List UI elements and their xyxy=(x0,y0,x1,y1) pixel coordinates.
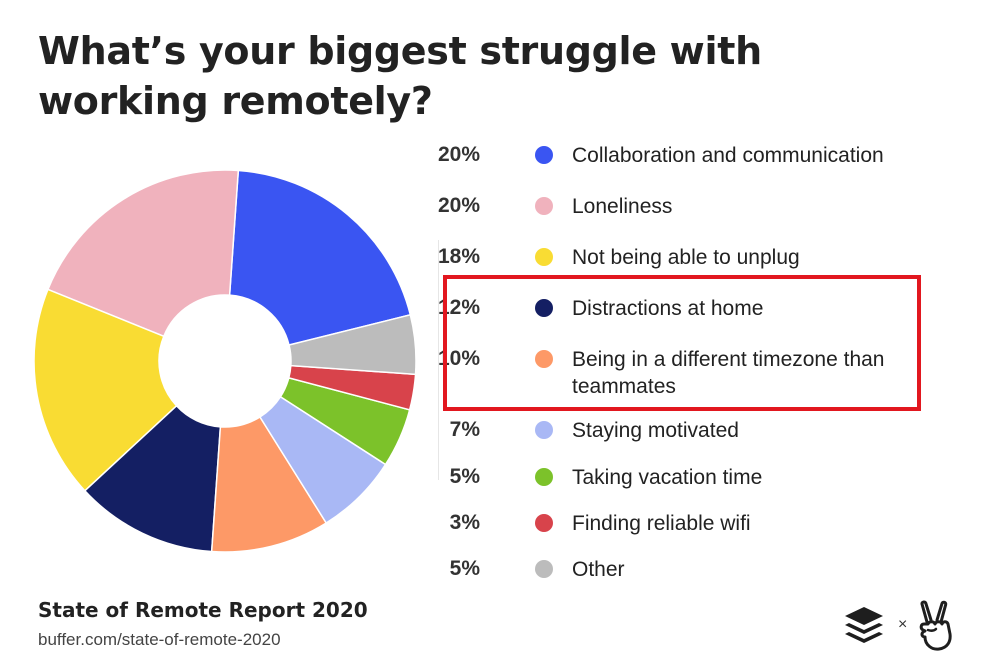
legend-swatch xyxy=(535,421,553,439)
legend-value: 20% xyxy=(437,194,480,217)
legend-item-unplug: 18% Not being able to unplug xyxy=(438,242,960,272)
legend-label: Taking vacation time xyxy=(572,466,763,489)
legend-label: Finding reliable wifi xyxy=(572,512,751,535)
legend-value: 10% xyxy=(437,347,480,370)
legend-item-timezone: 10% Being in a different timezone than t… xyxy=(438,344,960,398)
pie-slice-collaboration-and-communication xyxy=(228,169,412,346)
legend-value: 7% xyxy=(449,418,480,441)
legend-swatch xyxy=(535,248,553,266)
legend-item-other: 5% Other xyxy=(440,554,960,584)
legend-divider xyxy=(438,240,439,480)
legend-value: 5% xyxy=(449,557,480,580)
legend-swatch xyxy=(535,350,553,368)
legend-label: Other xyxy=(572,558,625,581)
legend-value: 3% xyxy=(449,511,480,534)
buffer-logo-icon xyxy=(845,607,883,643)
legend-label: Staying motivated xyxy=(572,419,739,442)
legend-swatch xyxy=(535,514,553,532)
donut-chart xyxy=(33,169,417,553)
legend-item-distractions: 12% Distractions at home xyxy=(438,293,960,323)
legend-item-motivated: 7% Staying motivated xyxy=(440,415,960,445)
logo-separator: × xyxy=(898,616,908,633)
legend-item-loneliness: 20% Loneliness xyxy=(438,191,960,221)
pie-slice-distractions-at-home xyxy=(83,404,222,553)
legend-value: 5% xyxy=(449,465,480,488)
highlight-box xyxy=(443,275,921,411)
legend-label: Loneliness xyxy=(572,195,673,218)
legend-swatch xyxy=(535,197,553,215)
legend-swatch xyxy=(535,560,553,578)
legend-value: 20% xyxy=(437,143,480,166)
legend-label: Distractions at home xyxy=(572,297,764,320)
angellist-victory-hand-icon xyxy=(919,600,952,651)
pie-slice-loneliness xyxy=(46,169,240,338)
legend-item-wifi: 3% Finding reliable wifi xyxy=(440,508,960,538)
chart-title: What’s your biggest struggle with workin… xyxy=(38,29,762,123)
legend-label: Being in a different timezone than teamm… xyxy=(572,348,885,398)
legend-item-vacation: 5% Taking vacation time xyxy=(440,462,960,492)
legend-label: Collaboration and communication xyxy=(572,144,884,167)
legend-item-collaboration: 20% Collaboration and communication xyxy=(438,140,960,170)
legend-value: 12% xyxy=(437,296,480,319)
footer-url: buffer.com/state-of-remote-2020 xyxy=(38,630,281,649)
pie-slice-not-being-able-to-unplug xyxy=(33,288,178,492)
legend-swatch xyxy=(535,468,553,486)
legend-swatch xyxy=(535,299,553,317)
footer-report-title: State of Remote Report 2020 xyxy=(38,598,368,622)
pie-slice-other xyxy=(288,313,417,376)
legend-label: Not being able to unplug xyxy=(572,246,800,269)
legend-value: 18% xyxy=(437,245,480,268)
legend-swatch xyxy=(535,146,553,164)
